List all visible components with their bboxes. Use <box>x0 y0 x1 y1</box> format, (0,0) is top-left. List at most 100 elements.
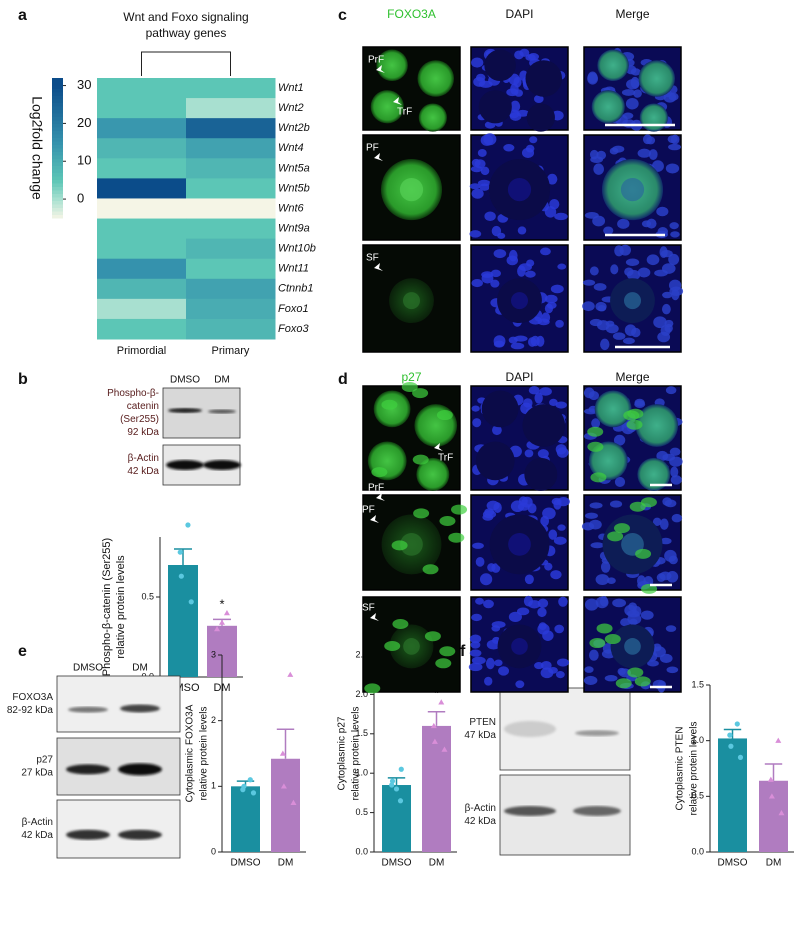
heatmap-cell <box>97 198 187 220</box>
granulosa-signal <box>634 676 651 687</box>
nucleus <box>625 97 639 110</box>
micrograph <box>470 494 570 591</box>
nucleus <box>659 518 669 530</box>
granulosa-signal <box>412 388 429 399</box>
colorbar-tick-label: 10 <box>77 153 91 168</box>
dendrogram <box>141 51 231 76</box>
nucleus <box>483 599 494 609</box>
colorbar-tick-label: 30 <box>77 77 91 92</box>
panel-label: f <box>460 643 466 660</box>
y-tick-label: 2.5 <box>355 649 368 659</box>
heatmap-cell <box>97 118 187 139</box>
column-header: Merge <box>615 370 649 384</box>
error-bar <box>387 777 406 786</box>
granulosa-signal <box>627 667 644 678</box>
y-axis-label: relative protein levels <box>689 722 700 816</box>
data-point <box>775 737 782 743</box>
granulosa-signal <box>590 472 607 483</box>
row-label: Wnt5a <box>278 162 310 174</box>
significance-marker: * <box>434 686 439 701</box>
nucleus <box>584 666 594 673</box>
granulosa-signal <box>640 497 657 508</box>
nucleus <box>555 319 564 328</box>
nucleus <box>498 666 510 676</box>
data-point <box>214 626 221 632</box>
y-tick-label: 0 <box>211 846 216 856</box>
nucleus <box>469 183 481 190</box>
nucleus <box>656 573 666 582</box>
data-point <box>768 793 775 799</box>
blot-label: β-Actin <box>465 803 496 814</box>
bar <box>271 758 300 852</box>
nucleus <box>582 301 595 312</box>
oocyte-nucleus <box>510 292 529 310</box>
granulosa-signal <box>623 410 640 421</box>
data-point <box>290 799 297 805</box>
data-point <box>767 776 774 782</box>
bar <box>231 786 260 852</box>
nucleus <box>523 398 533 408</box>
nucleus <box>657 331 671 343</box>
oocyte-nucleus <box>511 638 528 655</box>
granulosa-signal <box>401 381 418 392</box>
data-point <box>438 699 445 705</box>
data-point <box>398 766 404 772</box>
nucleus <box>484 676 493 686</box>
granulosa-signal <box>412 454 429 465</box>
row-label: Wnt5b <box>278 182 310 194</box>
blot-membrane <box>56 799 181 859</box>
blot-band <box>118 763 162 776</box>
nucleus <box>625 258 640 266</box>
nucleus <box>554 624 565 634</box>
nucleus <box>537 607 547 618</box>
nucleus <box>656 206 669 217</box>
nucleus <box>515 680 525 689</box>
nucleus <box>637 148 652 158</box>
nucleus <box>474 159 486 169</box>
y-axis-label: relative protein levels <box>115 555 127 659</box>
data-point <box>188 599 194 605</box>
colorbar-segment <box>52 158 63 163</box>
granulosa-signal <box>596 623 613 634</box>
nucleus <box>469 649 482 657</box>
blot-membrane <box>56 675 181 733</box>
y-axis-label: relative protein levels <box>199 707 210 801</box>
nucleus <box>613 434 626 446</box>
blot-label: β-Actin <box>22 817 53 828</box>
granulosa-signal <box>635 548 652 559</box>
nucleus <box>599 595 608 607</box>
nucleus <box>670 231 680 238</box>
heatmap-cell <box>97 238 187 260</box>
y-tick-label: 1 <box>211 781 216 791</box>
oocyte <box>416 457 450 491</box>
data-point <box>389 782 395 788</box>
heatmap-cell <box>186 318 276 340</box>
data-point <box>737 754 744 760</box>
nucleus <box>477 179 491 187</box>
nucleus <box>510 342 525 350</box>
granulosa-signal <box>448 532 465 543</box>
colorbar-segment <box>52 120 63 124</box>
data-point <box>241 783 247 789</box>
micrograph <box>469 133 569 241</box>
colorbar-segment <box>52 190 63 194</box>
nucleus <box>471 405 480 412</box>
nucleus <box>555 401 567 409</box>
micrograph <box>470 46 569 132</box>
granulosa-signal <box>587 426 604 437</box>
colorbar-segment <box>52 148 63 152</box>
nucleus <box>617 667 626 676</box>
nucleus <box>612 332 626 340</box>
heatmap-cell <box>186 158 276 179</box>
y-tick-label: 2.0 <box>355 689 368 699</box>
data-point <box>728 743 734 749</box>
row-label: Wnt4 <box>278 142 304 154</box>
x-tick-label: DMSO <box>382 858 412 869</box>
oocyte-nucleus <box>507 177 532 202</box>
heatmap-cell <box>186 98 276 119</box>
data-point <box>389 778 396 784</box>
arrowhead <box>376 493 385 501</box>
nucleus <box>497 232 506 239</box>
blot-band <box>168 408 202 413</box>
